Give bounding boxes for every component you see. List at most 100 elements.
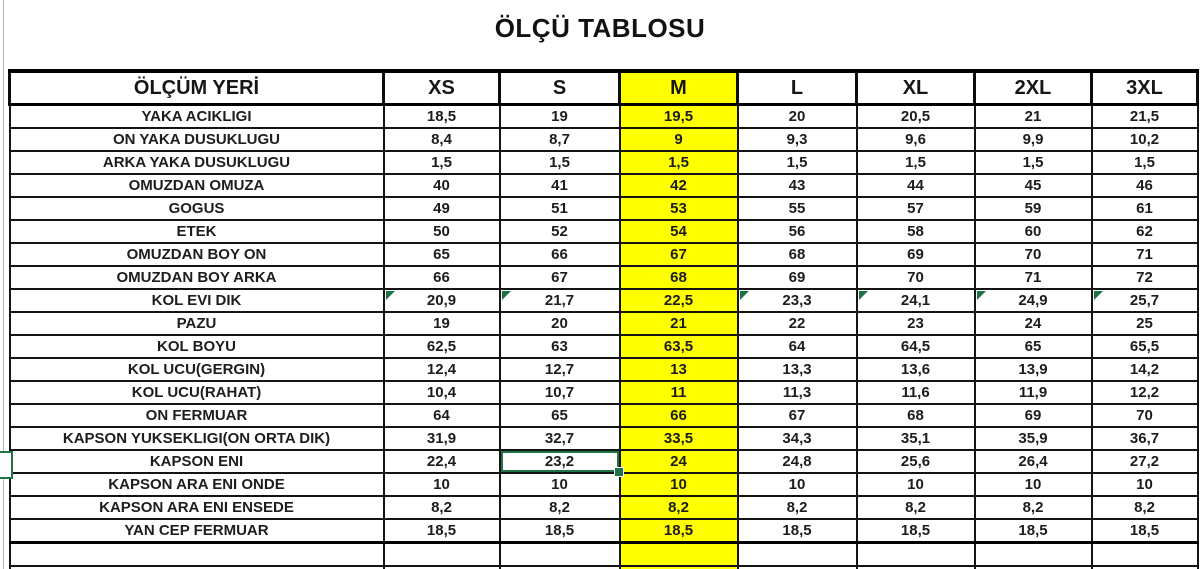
size-value-cell[interactable]: 65 xyxy=(973,334,1093,359)
size-value-cell[interactable]: 54 xyxy=(618,219,739,244)
size-value-cell[interactable]: 64,5 xyxy=(855,334,976,359)
size-value-cell[interactable]: 1,5 xyxy=(973,150,1093,175)
measurement-label-cell[interactable]: KOL BOYU xyxy=(8,334,385,359)
size-value-cell[interactable]: 10,2 xyxy=(1090,127,1199,152)
size-value-cell[interactable]: 18,5 xyxy=(973,518,1093,544)
size-value-cell[interactable]: 33,5 xyxy=(618,426,739,451)
size-value-cell[interactable]: 12,7 xyxy=(498,357,621,382)
size-value-cell[interactable]: 10 xyxy=(973,472,1093,497)
size-value-cell[interactable]: 31,9 xyxy=(382,426,501,451)
size-value-cell[interactable]: 10 xyxy=(736,472,858,497)
size-value-cell[interactable]: 53 xyxy=(618,196,739,221)
size-value-cell[interactable]: 8,2 xyxy=(498,495,621,520)
size-value-cell[interactable]: 46 xyxy=(1090,173,1199,198)
size-value-cell[interactable]: 13,6 xyxy=(855,357,976,382)
size-value-cell[interactable]: 25,7 xyxy=(1090,288,1199,313)
size-value-cell[interactable]: 40 xyxy=(382,173,501,198)
measurement-label-cell[interactable]: OMUZDAN BOY ON xyxy=(8,242,385,267)
size-value-cell[interactable]: 21,5 xyxy=(1090,103,1199,129)
size-value-cell[interactable]: 18,5 xyxy=(618,518,739,544)
size-value-cell[interactable]: 18,5 xyxy=(1090,518,1199,544)
empty-cell[interactable] xyxy=(498,541,621,567)
measurement-label-cell[interactable]: YAN CEP FERMUAR xyxy=(8,518,385,544)
size-value-cell[interactable]: 49 xyxy=(382,196,501,221)
size-value-cell[interactable]: 13,3 xyxy=(736,357,858,382)
size-value-cell[interactable]: 61 xyxy=(1090,196,1199,221)
size-value-cell[interactable]: 18,5 xyxy=(498,518,621,544)
size-value-cell[interactable]: 66 xyxy=(498,242,621,267)
size-value-cell[interactable]: 24 xyxy=(618,449,739,474)
size-value-cell[interactable]: 34,3 xyxy=(736,426,858,451)
size-value-cell[interactable]: 18,5 xyxy=(382,518,501,544)
size-value-cell[interactable]: 8,2 xyxy=(382,495,501,520)
size-value-cell[interactable]: 41 xyxy=(498,173,621,198)
size-value-cell[interactable]: 52 xyxy=(498,219,621,244)
size-value-cell[interactable]: 68 xyxy=(736,242,858,267)
size-value-cell[interactable]: 58 xyxy=(855,219,976,244)
size-value-cell[interactable]: 10,7 xyxy=(498,380,621,405)
size-value-cell[interactable]: 25,6 xyxy=(855,449,976,474)
empty-cell[interactable] xyxy=(736,565,858,569)
size-value-cell[interactable]: 10 xyxy=(618,472,739,497)
size-value-cell[interactable]: 18,5 xyxy=(855,518,976,544)
measurement-label-cell[interactable]: KAPSON ENI xyxy=(8,449,385,474)
size-value-cell[interactable]: 10 xyxy=(855,472,976,497)
size-value-cell[interactable]: 44 xyxy=(855,173,976,198)
empty-cell[interactable] xyxy=(855,565,976,569)
size-value-cell[interactable]: 35,1 xyxy=(855,426,976,451)
size-value-cell[interactable]: 65 xyxy=(382,242,501,267)
size-value-cell[interactable]: 43 xyxy=(736,173,858,198)
empty-cell[interactable] xyxy=(382,565,501,569)
fill-handle[interactable] xyxy=(613,467,624,477)
size-value-cell[interactable]: 10 xyxy=(1090,472,1199,497)
size-value-cell[interactable]: 25 xyxy=(1090,311,1199,336)
size-value-cell[interactable]: 19 xyxy=(382,311,501,336)
size-value-cell[interactable]: 21 xyxy=(973,103,1093,129)
size-value-cell[interactable]: 22,4 xyxy=(382,449,501,474)
size-value-cell[interactable]: 10,4 xyxy=(382,380,501,405)
size-value-cell[interactable]: 42 xyxy=(618,173,739,198)
size-value-cell[interactable]: 67 xyxy=(498,265,621,290)
measurement-label-cell[interactable]: ON YAKA DUSUKLUGU xyxy=(8,127,385,152)
size-value-cell[interactable]: 63 xyxy=(498,334,621,359)
size-value-cell[interactable]: 36,7 xyxy=(1090,426,1199,451)
measurement-label-cell[interactable]: KOL UCU(GERGIN) xyxy=(8,357,385,382)
measurement-label-cell[interactable]: GOGUS xyxy=(8,196,385,221)
size-value-cell[interactable]: 72 xyxy=(1090,265,1199,290)
header-size-XL[interactable]: XL xyxy=(855,69,976,106)
empty-cell[interactable] xyxy=(498,565,621,569)
measurement-label-cell[interactable]: KOL EVI DIK xyxy=(8,288,385,313)
size-value-cell[interactable]: 18,5 xyxy=(382,103,501,129)
size-value-cell[interactable]: 23,3 xyxy=(736,288,858,313)
size-value-cell[interactable]: 50 xyxy=(382,219,501,244)
empty-cell[interactable] xyxy=(855,541,976,567)
size-value-cell[interactable]: 68 xyxy=(855,403,976,428)
size-value-cell[interactable]: 21 xyxy=(618,311,739,336)
size-value-cell[interactable]: 21,7 xyxy=(498,288,621,313)
size-value-cell[interactable]: 19 xyxy=(498,103,621,129)
size-value-cell[interactable]: 69 xyxy=(855,242,976,267)
size-value-cell[interactable]: 45 xyxy=(973,173,1093,198)
size-value-cell[interactable]: 9,6 xyxy=(855,127,976,152)
size-value-cell[interactable]: 11,6 xyxy=(855,380,976,405)
size-value-cell[interactable]: 1,5 xyxy=(1090,150,1199,175)
size-value-cell[interactable]: 19,5 xyxy=(618,103,739,129)
size-value-cell[interactable]: 10 xyxy=(498,472,621,497)
size-value-cell[interactable]: 51 xyxy=(498,196,621,221)
size-value-cell[interactable]: 13 xyxy=(618,357,739,382)
measurement-label-cell[interactable]: KAPSON ARA ENI ENSEDE xyxy=(8,495,385,520)
size-value-cell[interactable]: 9 xyxy=(618,127,739,152)
size-value-cell[interactable]: 66 xyxy=(618,403,739,428)
size-value-cell[interactable]: 9,3 xyxy=(736,127,858,152)
size-value-cell[interactable]: 8,2 xyxy=(855,495,976,520)
empty-cell[interactable] xyxy=(1090,541,1199,567)
size-value-cell[interactable]: 9,9 xyxy=(973,127,1093,152)
size-value-cell[interactable]: 26,4 xyxy=(973,449,1093,474)
size-value-cell[interactable]: 8,2 xyxy=(736,495,858,520)
size-value-cell[interactable]: 56 xyxy=(736,219,858,244)
size-value-cell[interactable]: 71 xyxy=(1090,242,1199,267)
empty-cell[interactable] xyxy=(8,565,385,569)
size-value-cell[interactable]: 8,2 xyxy=(618,495,739,520)
size-value-cell[interactable]: 1,5 xyxy=(736,150,858,175)
size-value-cell[interactable]: 20 xyxy=(736,103,858,129)
